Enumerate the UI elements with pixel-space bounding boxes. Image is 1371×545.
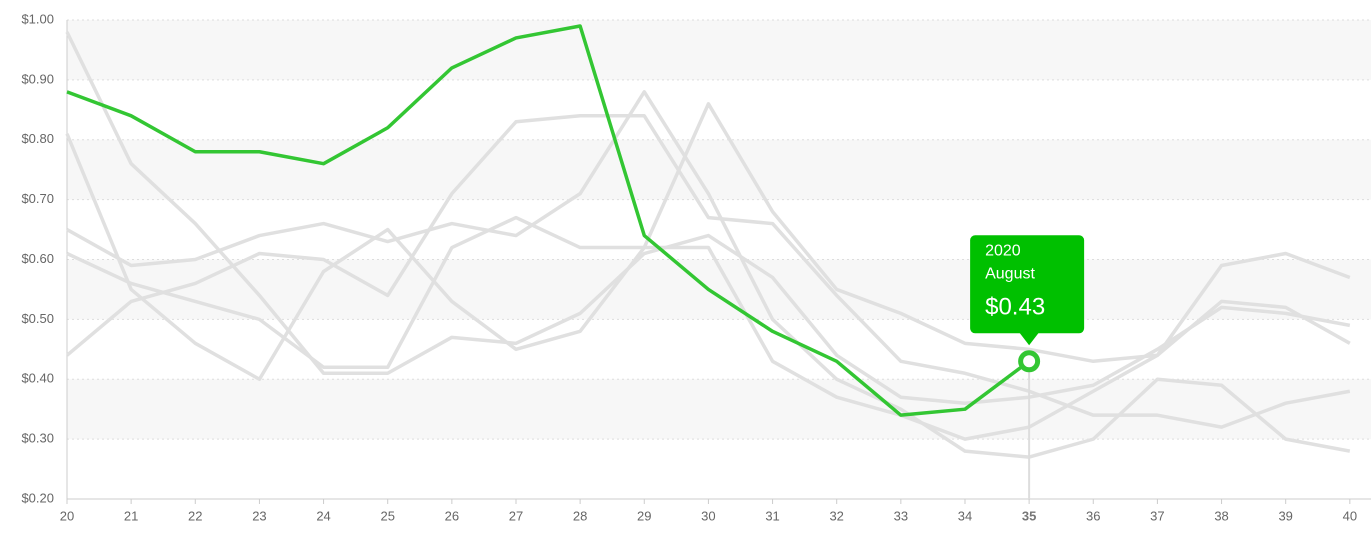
x-tick-label: 37 xyxy=(1150,508,1164,523)
x-tick-label: 24 xyxy=(316,508,330,523)
y-tick-label: $0.80 xyxy=(21,131,54,146)
band xyxy=(67,139,1371,200)
tooltip-line: August xyxy=(985,266,1035,283)
series-line xyxy=(66,102,1351,370)
x-tick-label: 26 xyxy=(445,508,459,523)
y-tick-label: $0.50 xyxy=(21,311,54,326)
band xyxy=(67,379,1371,440)
band xyxy=(67,20,1371,80)
y-tick-label: $0.70 xyxy=(21,191,54,206)
x-tick-label: 28 xyxy=(573,508,587,523)
x-tick-label: 38 xyxy=(1214,508,1228,523)
y-tick-label: $0.20 xyxy=(21,490,54,505)
x-tick-label: 39 xyxy=(1278,508,1292,523)
x-tick-label: 34 xyxy=(958,508,972,523)
x-tick-label: 29 xyxy=(637,508,651,523)
x-tick-label: 30 xyxy=(701,508,715,523)
x-tick-label: 22 xyxy=(188,508,202,523)
y-tick-label: $0.40 xyxy=(21,371,54,386)
x-tick-label: 25 xyxy=(380,508,394,523)
highlight-point xyxy=(1018,350,1041,373)
x-tick-label: 36 xyxy=(1086,508,1100,523)
y-tick-label: $1.00 xyxy=(21,11,54,26)
tooltip-line: 2020 xyxy=(985,243,1021,260)
x-tick-label: 33 xyxy=(894,508,908,523)
x-tick-label: 23 xyxy=(252,508,266,523)
series-line xyxy=(65,133,1351,441)
x-tick-label: 32 xyxy=(829,508,843,523)
x-tick-label: 40 xyxy=(1343,508,1357,523)
x-tick-label: 21 xyxy=(124,508,138,523)
tooltip-value: $0.43 xyxy=(985,294,1045,321)
x-tick-label: 27 xyxy=(509,508,523,523)
y-tick-label: $0.90 xyxy=(21,71,54,86)
x-tick-label: 20 xyxy=(60,508,74,523)
y-tick-label: $0.60 xyxy=(21,251,54,266)
x-tick-label: 35 xyxy=(1022,508,1036,523)
series-line xyxy=(65,31,1351,405)
series-line xyxy=(66,24,1031,417)
tooltip-box xyxy=(970,235,1085,334)
series-line xyxy=(66,90,1351,459)
x-tick-label: 31 xyxy=(765,508,779,523)
tooltip-pointer xyxy=(1019,332,1040,346)
series-line xyxy=(65,114,1351,429)
y-tick-label: $0.30 xyxy=(21,431,54,446)
